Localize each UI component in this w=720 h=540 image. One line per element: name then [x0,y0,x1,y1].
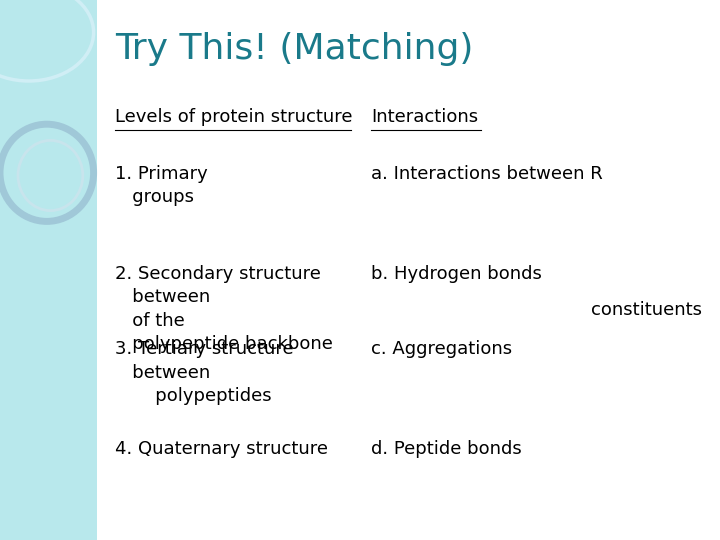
Text: 2. Secondary structure
   between
   of the
   polypeptide backbone: 2. Secondary structure between of the po… [115,265,333,353]
Text: 4. Quaternary structure: 4. Quaternary structure [115,440,328,458]
Text: Levels of protein structure: Levels of protein structure [115,108,353,126]
Text: c. Aggregations: c. Aggregations [371,340,512,358]
Text: Interactions: Interactions [371,108,478,126]
Text: b. Hydrogen bonds: b. Hydrogen bonds [371,265,541,282]
Text: 1. Primary
   groups: 1. Primary groups [115,165,208,206]
Text: a. Interactions between R: a. Interactions between R [371,165,603,183]
Text: 3. Tertiary structure
   between
       polypeptides: 3. Tertiary structure between polypeptid… [115,340,294,406]
Text: Try This! (Matching): Try This! (Matching) [115,32,474,66]
Bar [0,0,97,540]
Text: d. Peptide bonds: d. Peptide bonds [371,440,521,458]
Text: constituents: constituents [591,301,702,319]
